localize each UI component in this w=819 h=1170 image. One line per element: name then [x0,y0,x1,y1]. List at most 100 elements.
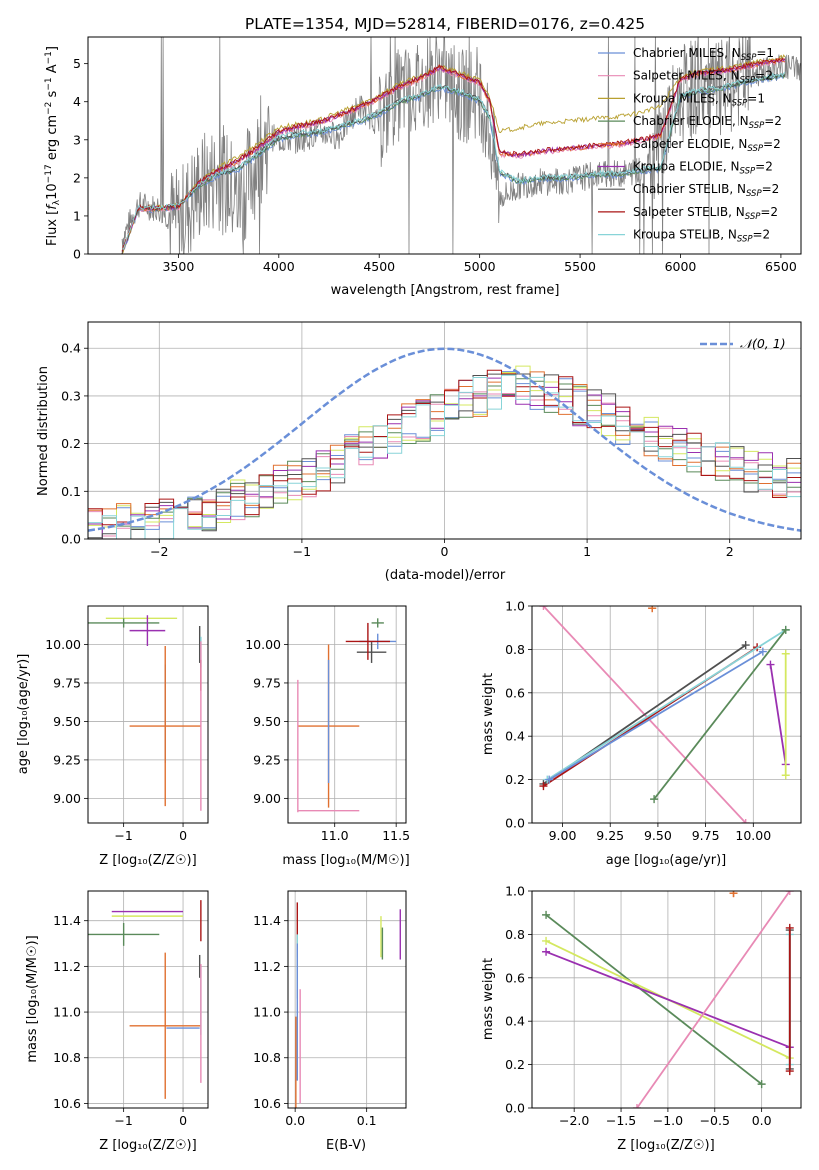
residuals-xtick-label: −1 [293,544,311,559]
spectrum-top-frame [87,36,802,255]
w-Z-xtick-label: −0.5 [700,1113,730,1128]
w-Z-marker [542,910,551,919]
w-Z-xtick-label: 0.0 [752,1113,772,1128]
age-mass-ytick-label: 9.00 [253,791,281,806]
mass-ebv-xtick-label: 0.0 [285,1113,305,1128]
spectrum-ylabel: Flux [fλ10−17 erg cm−2 s−1 A−1] [44,46,62,246]
w-age-marker [650,795,659,804]
mass-Z-ylabel: mass [log₁₀(M/M☉)] [25,935,40,1062]
w-Z-ytick-label: 0.6 [505,970,525,985]
w-age-marker [741,819,750,823]
age-Z-ylabel: age [log₁₀(age/yr)] [16,654,31,775]
mass-Z-xtick-label: −1 [114,1113,132,1128]
mass-ebv-xtick-label: 0.1 [357,1113,377,1128]
w-age-ytick-label: 0.6 [505,685,525,700]
mass-Z-point [129,952,201,1099]
spectrum-legend-label: Kroupa STELIB, NSSP=2 [633,228,770,245]
age-Z-xtick-label: 0 [179,828,187,843]
w-Z-marker [542,936,551,945]
age-mass-axes-group: 11.0 11.5 9.00 9.25 9.50 9.75 10.00 [245,606,410,843]
residuals-xtick-label: −2 [150,544,168,559]
w-age-series-line [548,650,764,781]
w-age-marker [766,660,775,669]
spectrum-xtick-label: 3500 [162,259,194,274]
w-Z-ylabel: mass weight [481,958,496,1040]
residuals-ytick-label: 0.1 [61,484,81,499]
w-Z-xlabel: Z [log₁₀(Z/Z☉)] [617,1138,714,1153]
w-age-ylabel: mass weight [481,673,496,755]
mass-Z-xlabel: Z [log₁₀(Z/Z☉)] [99,1138,196,1153]
w-Z-marker [785,891,794,895]
spectrum-title: PLATE=1354, MJD=52814, FIBERID=0176, z=0… [245,15,645,33]
w-age-ytick-label: 1.0 [505,599,525,614]
age-Z-point [129,646,201,807]
w-age-ytick-label: 0.0 [505,816,525,831]
spectrum-xtick-label: 6500 [765,259,797,274]
spectrum-ytick-label: 2 [73,170,81,185]
mass-ebv-ytick-label: 10.6 [253,1096,281,1111]
w-age-marker [781,625,790,634]
age-mass-ytick-label: 9.25 [253,752,281,767]
mass-ebv-axes-group: 0.0 0.1 10.6 10.8 11.0 11.2 11.4 [253,891,406,1128]
age-Z-ytick-label: 9.75 [53,675,81,690]
spectrum-xtick-label: 5000 [464,259,496,274]
w-Z-series [785,923,794,1076]
w-age-series [545,647,767,784]
mass-ebv-ytick-label: 11.4 [253,913,281,928]
spectrum-ytick-label: 3 [73,132,81,147]
w-Z-xtick-label: −2.0 [559,1113,589,1128]
w-age-marker [539,606,548,610]
w-age-xtick-label: 9.75 [692,828,720,843]
w-age-series-line [546,629,787,781]
mass-ebv-ytick-label: 11.2 [253,959,281,974]
w-age-marker [758,647,767,656]
age-mass-xlabel: mass [log₁₀(M/M☉)] [282,853,409,868]
spectrum-legend-label: Chabrier MILES, NSSP=1 [633,46,774,63]
age-Z-ytick-label: 10.00 [45,637,81,652]
w-Z-marker [729,891,738,898]
w-Z-xtick-label: −1.0 [653,1113,683,1128]
spectrum-model-high [121,54,786,254]
w-Z-marker [785,923,794,932]
residuals-xtick-label: 1 [583,544,591,559]
spectrum-axes-group: 3500 4000 4500 5000 5500 6000 6500 0 1 2 3 4 5 [73,56,797,274]
spectrum-ytick-label: 1 [73,208,81,223]
w-Z-series [542,910,766,1089]
w-age-series [781,649,790,780]
w-age-ytick-label: 0.4 [505,729,525,744]
w-Z-axes-group: −2.0 −1.5 −1.0 −0.5 0.0 0.0 0.2 0.4 0.6 0.8 1.0 [505,884,801,1128]
age-Z-point [129,615,166,647]
w-age-xtick-label: 9.50 [644,828,672,843]
w-age-xtick-label: 9.00 [549,828,577,843]
spectrum-model-low [122,71,786,250]
spectrum-xtick-label: 6000 [665,259,697,274]
spectrum-xtick-label: 4500 [363,259,395,274]
spectrum-ytick-label: 4 [73,94,81,109]
residuals-ytick-label: 0.3 [61,388,81,403]
residuals-ytick-label: 0.4 [61,341,81,356]
age-Z-ytick-label: 9.00 [53,791,81,806]
mass-Z-ytick-label: 11.2 [53,959,81,974]
mass-ebv-top-frame [287,890,407,1109]
w-Z-marker [757,1080,766,1089]
w-age-xtick-label: 10.00 [735,828,771,843]
spectrum-xlabel: wavelength [Angstrom, rest frame] [331,283,560,298]
age-Z-xtick-label: −1 [114,828,132,843]
w-age-series-line [653,629,787,800]
spectrum-observed-line [121,37,801,254]
w-age-ytick-label: 0.2 [505,772,525,787]
age-mass-ytick-label: 9.75 [253,675,281,690]
w-Z-series-line [545,914,763,1085]
age-mass-ytick-label: 9.50 [253,714,281,729]
mass-Z-axes-group: −1 0 10.6 10.8 11.0 11.2 11.4 [53,891,208,1128]
mass-Z-ytick-label: 10.6 [53,1096,81,1111]
residuals-xtick-label: 0 [441,544,449,559]
w-Z-series [632,891,794,1108]
w-Z-series-line [636,891,791,1108]
mass-ebv-ytick-label: 10.8 [253,1050,281,1065]
w-age-series [650,625,790,804]
spectrum-xtick-label: 5500 [564,259,596,274]
w-age-xtick-label: 9.25 [596,828,624,843]
age-Z-xlabel: Z [log₁₀(Z/Z☉)] [99,853,196,868]
spectrum-legend-label: Salpeter ELODIE, NSSP=2 [633,137,781,154]
